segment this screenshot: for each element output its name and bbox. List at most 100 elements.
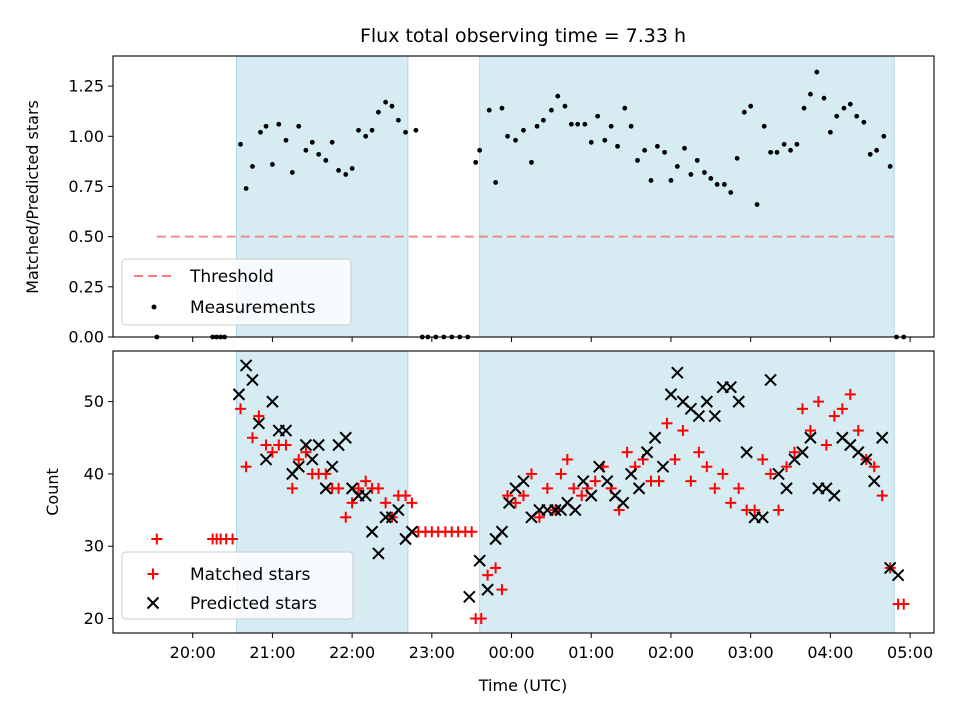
top-shaded-spans <box>236 55 895 338</box>
predicted-point <box>780 482 793 495</box>
predicted-point <box>577 474 590 488</box>
bottom-y-tick-label: 30 <box>84 537 104 556</box>
measurement-point <box>258 129 263 135</box>
top-legend-box <box>121 258 352 326</box>
measurement-point <box>529 159 534 165</box>
matched-point <box>360 475 372 487</box>
matched-point <box>286 482 298 494</box>
matched-point <box>333 482 345 494</box>
x-tick-label: 00:00 <box>488 643 534 662</box>
x-b <box>312 438 325 452</box>
x-b <box>844 438 857 452</box>
x-b <box>517 474 530 488</box>
measurement-point <box>881 133 887 139</box>
measurement-point <box>568 121 574 127</box>
bottom-y-tick-label: 20 <box>84 609 104 628</box>
matched-point <box>266 446 278 458</box>
x-b <box>632 482 646 495</box>
x-b <box>868 474 881 488</box>
bottom-y-tick-label: 40 <box>84 464 104 483</box>
measurement-point <box>303 147 309 153</box>
chart-title: Flux total observing time = 7.33 h <box>360 25 686 47</box>
predicted-point <box>495 525 509 538</box>
x-b <box>232 388 246 401</box>
matched-point <box>717 468 729 480</box>
measurement-point <box>238 141 243 147</box>
measurement-point <box>861 119 867 125</box>
x-b <box>372 547 385 560</box>
measurement-point <box>788 147 793 153</box>
predicted-point <box>724 380 737 394</box>
bottom-legend-box <box>121 551 354 620</box>
matched-point <box>555 468 567 480</box>
measurement-point <box>575 121 581 127</box>
matched-point <box>502 490 514 502</box>
predicted-point <box>259 453 273 466</box>
matched-point <box>320 468 332 480</box>
measurement-point <box>493 180 499 185</box>
matched-point <box>235 403 247 415</box>
predicted-point <box>692 409 706 423</box>
measurement-point <box>694 157 700 163</box>
measurement-point <box>486 107 492 113</box>
x-b <box>246 373 259 387</box>
matched-point <box>533 511 545 523</box>
legend-x-marker <box>146 596 160 610</box>
measurement-point <box>635 157 640 163</box>
matched-point <box>677 425 689 437</box>
x-b <box>481 583 494 596</box>
measurement-point <box>754 202 760 207</box>
x-b <box>648 431 662 444</box>
x-b <box>549 503 562 517</box>
x-b <box>891 568 905 582</box>
x-b <box>345 482 359 495</box>
x-b <box>561 496 574 510</box>
x-b <box>239 359 253 372</box>
matched-point <box>280 439 292 451</box>
matched-point <box>525 468 537 480</box>
matched-point <box>898 598 910 610</box>
predicted-point <box>756 511 769 524</box>
matched-point <box>490 562 502 574</box>
measurement-point <box>369 127 375 133</box>
measurement-point <box>403 129 408 135</box>
measurement-point <box>595 113 601 119</box>
measurement-point <box>801 105 807 111</box>
predicted-point <box>828 489 841 502</box>
x-b <box>764 373 777 387</box>
legend-threshold-label: Threshold <box>189 267 274 287</box>
measurement-point <box>548 107 554 113</box>
top-measurement-points <box>154 69 907 340</box>
measurement-point <box>250 163 255 169</box>
matched-point <box>773 504 785 516</box>
x-b <box>820 482 833 495</box>
measurement-point <box>562 103 568 109</box>
x-b <box>664 388 678 401</box>
matched-point <box>757 453 769 465</box>
matched-point <box>227 533 239 545</box>
measurement-point <box>389 103 395 109</box>
measurement-point <box>499 105 505 111</box>
measurement-point <box>867 151 873 157</box>
measurement-point <box>781 141 787 147</box>
measurement-point <box>768 149 773 155</box>
measurement-point <box>761 123 767 129</box>
predicted-point <box>569 503 582 517</box>
x-b <box>700 395 714 408</box>
measurement-point <box>521 127 526 133</box>
matched-point <box>300 446 312 458</box>
bottom-plot-frame <box>112 350 935 634</box>
x-b <box>671 366 684 379</box>
measurement-point <box>316 151 322 157</box>
bottom-y-axis-label: Count <box>43 468 62 516</box>
x-tick-label: 03:00 <box>728 643 774 662</box>
x-b <box>339 431 352 444</box>
measurement-point <box>582 121 588 127</box>
measurement-point <box>674 163 680 169</box>
matched-point <box>844 388 856 400</box>
predicted-point <box>292 460 305 473</box>
top-y-tick-label: 1.25 <box>68 77 104 96</box>
matched-point <box>518 490 529 502</box>
measurement-point <box>588 139 594 145</box>
